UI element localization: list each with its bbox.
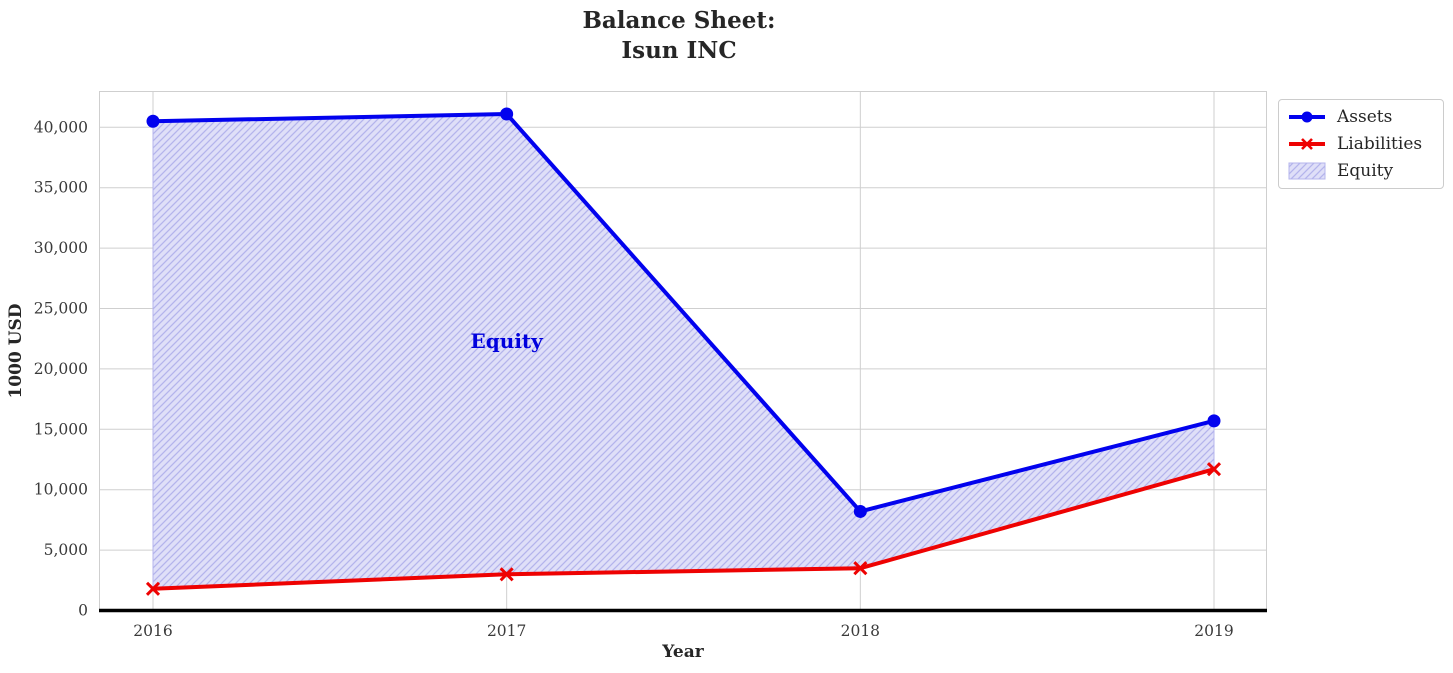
equity-annotation: Equity xyxy=(471,329,545,353)
y-tick-label: 25,000 xyxy=(34,300,88,318)
chart-legend: Assets Liabilities Equity xyxy=(1278,99,1444,189)
liabilities-data-point xyxy=(1206,462,1222,477)
y-tick-label: 0 xyxy=(78,602,88,620)
assets-line-icon xyxy=(1289,111,1325,123)
x-tick-label: 2018 xyxy=(841,622,880,640)
legend-label-equity: Equity xyxy=(1337,161,1394,181)
assets-data-point xyxy=(1207,414,1221,428)
y-tick-label: 30,000 xyxy=(34,239,88,257)
legend-label-assets: Assets xyxy=(1337,107,1393,127)
legend-item-assets: Assets xyxy=(1287,106,1435,128)
y-tick-label: 40,000 xyxy=(34,118,88,136)
y-tick-label: 15,000 xyxy=(34,420,88,438)
y-axis-label: 1000 USD xyxy=(6,303,26,399)
x-tick-label: 2019 xyxy=(1194,622,1233,640)
y-tick-label: 20,000 xyxy=(34,360,88,378)
liabilities-data-point xyxy=(499,567,514,582)
chart-title-line1: Balance Sheet: xyxy=(582,7,776,34)
assets-data-point xyxy=(500,107,514,121)
equity-area xyxy=(152,113,1215,590)
x-axis-label: Year xyxy=(662,642,704,662)
legend-item-equity: Equity xyxy=(1287,160,1435,182)
assets-line xyxy=(152,112,1215,514)
legend-item-liabilities: Liabilities xyxy=(1287,133,1435,155)
y-tick-label: 35,000 xyxy=(34,179,88,197)
legend-label-liabilities: Liabilities xyxy=(1337,134,1423,154)
chart-title: Balance Sheet: Isun INC xyxy=(99,6,1259,66)
assets-data-point xyxy=(146,114,160,128)
x-tick-label: 2016 xyxy=(133,622,172,640)
y-tick-label: 5,000 xyxy=(44,541,88,559)
chart-title-line2: Isun INC xyxy=(621,37,737,64)
liabilities-line xyxy=(152,467,1215,591)
liabilities-data-point xyxy=(145,581,161,596)
assets-data-point xyxy=(853,504,867,518)
y-tick-label: 10,000 xyxy=(34,481,88,499)
x-tick-label: 2017 xyxy=(487,622,526,640)
liabilities-line-icon xyxy=(1289,138,1325,150)
liabilities-data-point xyxy=(853,561,868,576)
equity-patch-icon xyxy=(1288,162,1326,180)
